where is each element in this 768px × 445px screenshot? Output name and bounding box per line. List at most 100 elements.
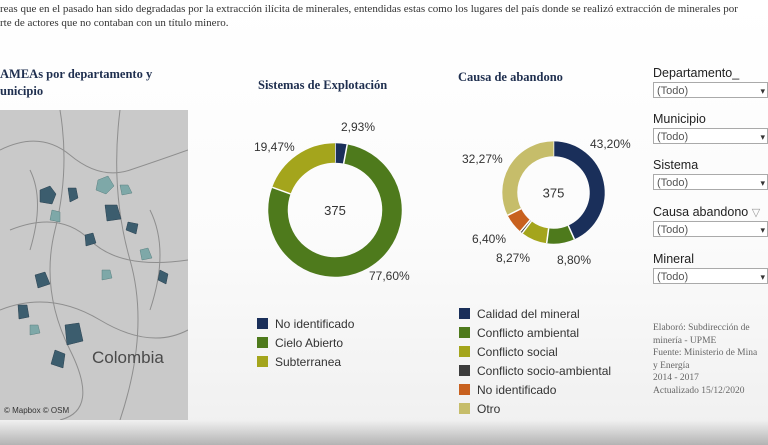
filter-label: Mineral: [653, 252, 694, 266]
legend-sistemas: No identificado Cielo Abierto Subterrane…: [257, 314, 354, 371]
donut-causa-slice-2[interactable]: [522, 221, 550, 244]
legend-label: Calidad del mineral: [477, 306, 580, 321]
legend-item-causa-1[interactable]: Conflicto ambiental: [459, 323, 611, 342]
map-view[interactable]: Colombia © Mapbox © OSM: [0, 110, 188, 420]
legend-label: Conflicto ambiental: [477, 325, 580, 340]
donut-sistemas-slice-0[interactable]: [334, 143, 348, 164]
filter-label-text: Causa abandono: [653, 205, 749, 219]
legend-item-sistemas-1[interactable]: Cielo Abierto: [257, 333, 354, 352]
filter-value: (Todo): [657, 85, 689, 97]
filter-value: (Todo): [657, 271, 689, 283]
bottom-shadow: [0, 420, 768, 445]
filter-value: (Todo): [657, 177, 689, 189]
donut-causa-center-value: 375: [543, 186, 565, 201]
chart-title-causa: Causa de abandono: [458, 70, 563, 84]
donut-sistemas-slice-2[interactable]: [272, 143, 336, 195]
donut-causa: 375: [502, 141, 605, 244]
donut-sistemas-slice-1[interactable]: [268, 144, 402, 277]
donut-causa-slice-separator: [521, 220, 533, 234]
donut-causa-slice-1[interactable]: [546, 225, 575, 244]
donut-causa-slice-separator: [567, 225, 576, 240]
credits-line: Fuente: Ministerio de Mina: [653, 348, 758, 358]
intro-line-1: reas que en el pasado han sido degradada…: [0, 3, 738, 15]
filter-select-sistema[interactable]: (Todo) ▾: [653, 174, 768, 190]
donut-causa-slice-separator: [545, 228, 550, 244]
map-title: AMEAs por departamento y unicipio: [0, 66, 152, 100]
legend-item-sistemas-2[interactable]: Subterranea: [257, 352, 354, 371]
map-country-label: Colombia: [92, 348, 164, 367]
filter-causa-abandono: Causa abandono ▽ (Todo) ▾: [653, 205, 768, 237]
legend-swatch: [459, 384, 470, 395]
intro-text: reas que en el pasado han sido degradada…: [0, 2, 768, 30]
filter-select-mineral[interactable]: (Todo) ▾: [653, 268, 768, 284]
legend-label: Otro: [477, 401, 501, 416]
donut-sistemas-center-value: 375: [324, 203, 346, 218]
legend-swatch: [459, 403, 470, 414]
legend-item-causa-4[interactable]: No identificado: [459, 380, 611, 399]
filter-label: Causa abandono ▽: [653, 205, 768, 221]
filter-value: (Todo): [657, 131, 689, 143]
donut-causa-slice-5[interactable]: [502, 141, 554, 216]
legend-item-sistemas-0[interactable]: No identificado: [257, 314, 354, 333]
filter-select-municipio[interactable]: (Todo) ▾: [653, 128, 768, 144]
value-label-causa-1: 8,80%: [557, 253, 592, 267]
filter-label: Sistema: [653, 158, 699, 172]
legend-swatch: [459, 308, 470, 319]
filter-select-departamento[interactable]: (Todo) ▾: [653, 82, 768, 98]
donut-causa-slice-separator: [519, 219, 531, 232]
filter-value: (Todo): [657, 224, 689, 236]
legend-label: Conflicto socio-ambiental: [477, 363, 612, 378]
legend-label: Cielo Abierto: [275, 335, 344, 350]
value-label-sistemas-1: 77,60%: [369, 269, 410, 283]
legend-item-causa-0[interactable]: Calidad del mineral: [459, 304, 611, 323]
chevron-down-icon: ▾: [760, 132, 765, 142]
donut-sistemas: 375: [268, 143, 402, 277]
legend-swatch: [459, 365, 470, 376]
credits-line: 2014 - 2017: [653, 373, 699, 383]
value-label-causa-2: 8,27%: [496, 251, 531, 265]
legend-swatch: [257, 318, 268, 329]
legend-label: No identificado: [275, 316, 355, 331]
credits-line: minería - UPME: [653, 335, 717, 346]
value-label-causa-5: 32,27%: [462, 152, 503, 166]
map-regions: [0, 110, 188, 420]
legend-label: Subterranea: [275, 354, 342, 369]
value-label-sistemas-2: 19,47%: [254, 140, 295, 154]
filter-label: Municipio: [653, 112, 706, 126]
chevron-down-icon: ▾: [760, 178, 765, 188]
legend-item-causa-2[interactable]: Conflicto social: [459, 342, 611, 361]
map-credit: © Mapbox © OSM: [4, 406, 70, 415]
funnel-icon[interactable]: ▽: [751, 207, 761, 219]
map-title-line-2: unicipio: [0, 84, 44, 98]
chevron-down-icon: ▾: [760, 272, 765, 282]
credits-line: Elaboró: Subdirección de: [653, 323, 750, 333]
legend-swatch: [459, 346, 470, 357]
legend-label: No identificado: [477, 382, 557, 397]
legend-item-causa-5[interactable]: Otro: [459, 399, 611, 418]
value-label-causa-0: 43,20%: [590, 137, 631, 151]
filter-label: Departamento_: [653, 66, 740, 80]
credits-line: y Energía: [653, 360, 690, 371]
value-label-causa-4: 6,40%: [472, 232, 507, 246]
donut-causa-slice-separator: [507, 207, 522, 216]
filter-municipio: Municipio (Todo) ▾: [653, 112, 768, 144]
legend-item-causa-3[interactable]: Conflicto socio-ambiental: [459, 361, 611, 380]
map-title-line-1: AMEAs por departamento y: [0, 67, 153, 81]
chevron-down-icon: ▾: [760, 86, 765, 96]
filter-sistema: Sistema (Todo) ▾: [653, 158, 768, 190]
chevron-down-icon: ▾: [760, 225, 765, 235]
filter-mineral: Mineral (Todo) ▾: [653, 252, 768, 284]
credits-text: Elaboró: Subdirección de minería - UPME …: [653, 322, 768, 397]
donut-sistemas-slice-separator: [271, 186, 291, 195]
credits-line: Actualizado 15/12/2020: [653, 385, 745, 396]
value-label-sistemas-0: 2,93%: [341, 120, 376, 134]
filter-select-causa-abandono[interactable]: (Todo) ▾: [653, 221, 768, 237]
legend-swatch: [459, 327, 470, 338]
donut-causa-slice-0[interactable]: [553, 141, 605, 240]
chart-title-sistemas: Sistemas de Explotación: [258, 78, 388, 92]
legend-label: Conflicto social: [477, 344, 558, 359]
donut-causa-slice-4[interactable]: [507, 208, 531, 232]
intro-line-2: rte de actores que no contaban con un tí…: [0, 17, 229, 29]
legend-causa: Calidad del mineral Conflicto ambiental …: [459, 304, 611, 418]
filter-departamento: Departamento_ (Todo) ▾: [653, 66, 768, 98]
